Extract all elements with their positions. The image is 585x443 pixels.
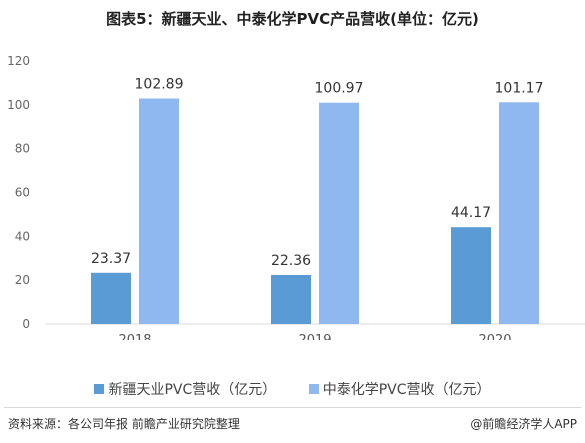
data-label: 102.89 bbox=[135, 76, 184, 92]
bar bbox=[271, 274, 311, 324]
data-label: 22.36 bbox=[271, 253, 311, 269]
y-tick-label: 80 bbox=[15, 142, 30, 156]
legend-item-series-1: 新疆天业PVC营收（亿元） bbox=[94, 379, 276, 399]
legend-label-series-2: 中泰化学PVC营收（亿元） bbox=[322, 382, 491, 398]
bar-chart: 0 20 40 60 80 100 120 23.37 102.89 2018 22.36 100.9… bbox=[7, 54, 585, 340]
data-label: 44.17 bbox=[451, 205, 491, 221]
bar bbox=[319, 102, 359, 324]
bar bbox=[451, 227, 491, 324]
legend: 新疆天业PVC营收（亿元） 中泰化学PVC营收（亿元） bbox=[0, 379, 585, 399]
x-tick-label: 2019 bbox=[298, 333, 331, 340]
y-tick-label: 60 bbox=[15, 186, 30, 200]
data-label: 101.17 bbox=[495, 80, 544, 96]
legend-label-series-1: 新疆天业PVC营收（亿元） bbox=[108, 382, 277, 398]
legend-swatch-series-1 bbox=[94, 384, 105, 394]
legend-swatch-series-2 bbox=[308, 384, 319, 394]
x-tick-label: 2018 bbox=[118, 333, 151, 340]
bar bbox=[499, 102, 539, 324]
y-tick-label: 20 bbox=[15, 273, 30, 287]
chart-title: 图表5：新疆天业、中泰化学PVC产品营收(单位：亿元) bbox=[106, 10, 479, 28]
data-label: 100.97 bbox=[315, 81, 364, 97]
bar bbox=[91, 272, 131, 324]
y-tick-label: 0 bbox=[22, 317, 30, 331]
footer-divider bbox=[4, 407, 581, 408]
legend-item-series-2: 中泰化学PVC营收（亿元） bbox=[308, 379, 491, 399]
y-tick-label: 100 bbox=[7, 98, 30, 112]
bar bbox=[139, 98, 179, 324]
data-label: 23.37 bbox=[91, 251, 131, 267]
y-tick-label: 40 bbox=[15, 229, 30, 243]
x-tick-label: 2020 bbox=[478, 333, 511, 340]
source-note: 资料来源：各公司年报 前瞻产业研究院整理 bbox=[8, 417, 240, 431]
y-tick-label: 120 bbox=[7, 54, 30, 68]
brand-credit: @前瞻经济学人APP bbox=[470, 417, 577, 431]
